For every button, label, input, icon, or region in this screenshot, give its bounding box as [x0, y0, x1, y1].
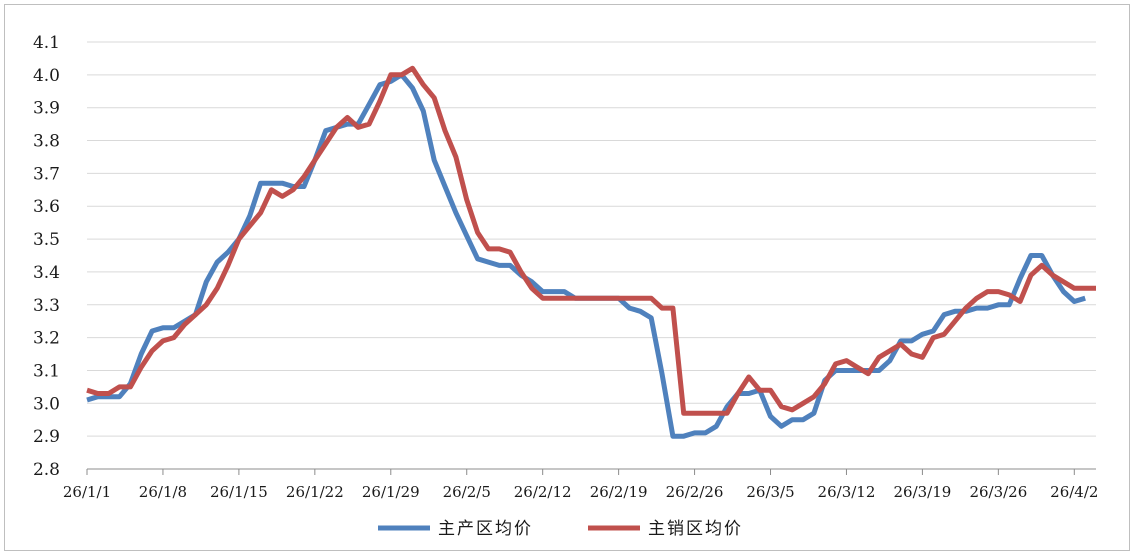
series-line-2	[86, 65, 1096, 416]
y-tick-label: 3.1	[33, 361, 60, 381]
grid-lines	[87, 41, 1096, 437]
y-axis-tick-labels: 2.8 2.9 3.0 3.1 3.2 3.3 3.4 3.5 3.6 3.7 3.8 3.9 4.0 4…	[33, 33, 60, 480]
y-tick-label: 3.2	[33, 329, 60, 349]
x-tick-label: 26/2/19	[590, 483, 648, 501]
legend-label-2: 主销区均价	[648, 519, 743, 539]
x-tick-label: 26/1/1	[63, 483, 111, 501]
x-tick-label: 26/2/5	[443, 483, 491, 501]
x-tick-label: 26/1/22	[286, 483, 344, 501]
y-tick-label: 3.5	[33, 230, 60, 250]
y-tick-label: 4.0	[33, 66, 60, 86]
x-tick-label: 26/3/5	[746, 483, 794, 501]
y-tick-label: 4.1	[33, 33, 60, 53]
x-tick-label: 26/2/26	[666, 483, 724, 501]
x-tick-label: 26/1/29	[362, 483, 420, 501]
y-tick-label: 3.9	[33, 99, 60, 119]
y-tick-label: 3.7	[33, 164, 60, 184]
x-tick-label: 26/4/2	[1050, 483, 1098, 501]
y-tick-label: 3.8	[33, 132, 60, 152]
x-tick-label: 26/3/26	[969, 483, 1027, 501]
y-tick-label: 3.3	[33, 296, 60, 316]
legend-label-1: 主产区均价	[438, 519, 533, 539]
legend: 主产区均价 主销区均价	[378, 519, 743, 539]
x-axis-tick-labels: 26/1/1 26/1/8 26/1/15 26/1/22 26/1/29 26/2/5 2…	[63, 469, 1098, 501]
y-tick-label: 2.9	[33, 427, 60, 447]
y-tick-label: 3.4	[33, 263, 60, 283]
x-tick-label: 26/1/8	[139, 483, 187, 501]
series-line-1	[86, 72, 1086, 439]
y-tick-label: 3.0	[33, 394, 60, 414]
series-lines	[86, 65, 1096, 439]
x-tick-label: 26/3/12	[818, 483, 876, 501]
y-tick-label: 3.6	[33, 197, 60, 217]
x-tick-label: 26/1/15	[210, 483, 268, 501]
chart-frame	[4, 4, 1130, 551]
y-tick-label: 2.8	[33, 460, 60, 480]
x-tick-label: 26/3/19	[893, 483, 951, 501]
x-tick-label: 26/2/12	[514, 483, 572, 501]
